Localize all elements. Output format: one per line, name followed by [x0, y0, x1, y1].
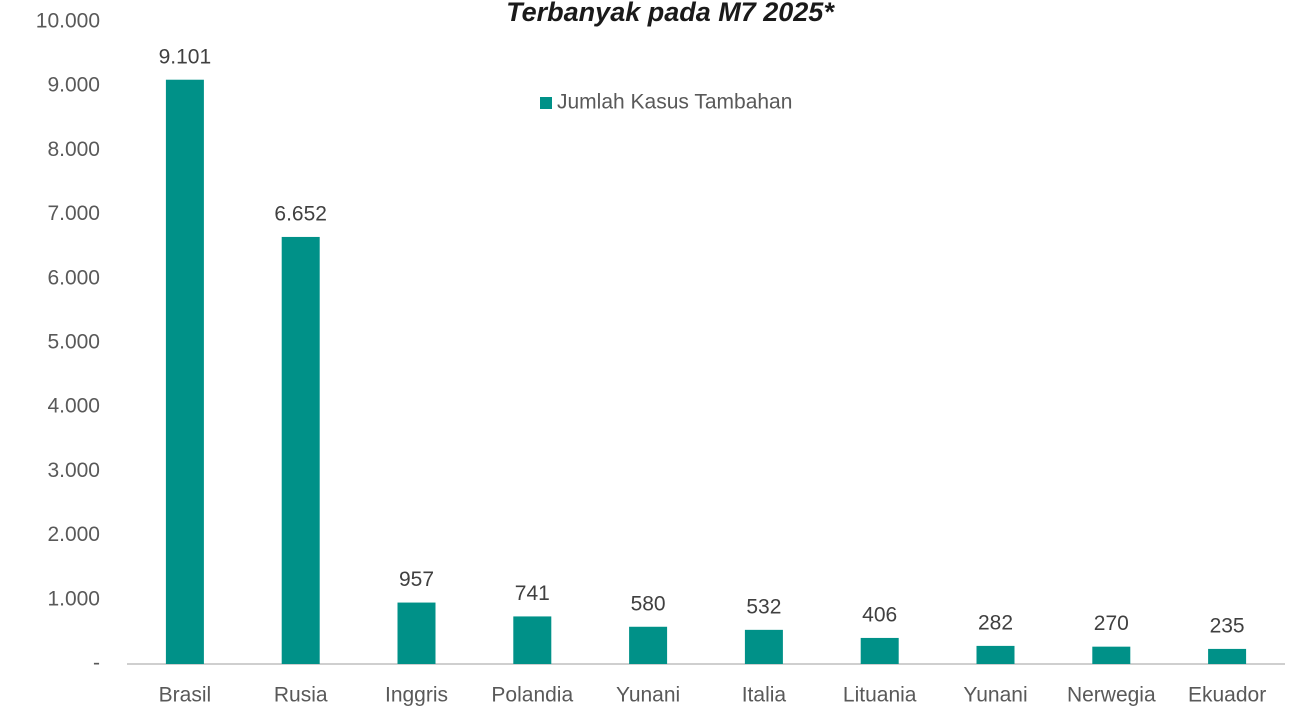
- bar: [281, 236, 320, 665]
- y-tick-label: 10.000: [36, 10, 100, 33]
- x-tick-label: Brasil: [159, 684, 212, 707]
- x-tick-label: Ekuador: [1188, 684, 1266, 707]
- bar: [860, 637, 899, 664]
- bar: [1208, 648, 1247, 664]
- y-tick-label: 1.000: [47, 587, 100, 610]
- data-label: 6.652: [274, 202, 327, 225]
- data-label: 580: [631, 592, 666, 615]
- x-tick-label: Nerwegia: [1067, 684, 1156, 707]
- y-tick-label: 3.000: [47, 459, 100, 482]
- legend-swatch: [540, 97, 552, 109]
- bar: [1092, 646, 1131, 664]
- x-tick-label: Yunani: [616, 684, 680, 707]
- bar: [397, 602, 436, 664]
- bar: [976, 645, 1015, 664]
- data-label: 270: [1094, 612, 1129, 635]
- x-tick-label: Italia: [742, 684, 787, 707]
- y-tick-label: 5.000: [47, 331, 100, 354]
- data-label: 406: [862, 603, 897, 626]
- bar: [744, 629, 783, 664]
- x-tick-label: Yunani: [963, 684, 1027, 707]
- y-tick-label: 6.000: [47, 266, 100, 289]
- legend-label: Jumlah Kasus Tambahan: [557, 91, 792, 114]
- data-label: 9.101: [159, 45, 212, 68]
- data-label: 282: [978, 611, 1013, 634]
- x-tick-label: Polandia: [491, 684, 573, 707]
- data-label: 532: [746, 595, 781, 618]
- y-tick-label: 2.000: [47, 523, 100, 546]
- y-tick-label: 7.000: [47, 202, 100, 225]
- y-tick-label: -: [93, 652, 100, 675]
- y-tick-label: 9.000: [47, 74, 100, 97]
- y-tick-label: 8.000: [47, 138, 100, 161]
- chart-title: Terbanyak pada M7 2025*: [506, 0, 835, 27]
- bar: [629, 626, 668, 664]
- x-tick-label: Rusia: [274, 684, 328, 707]
- x-tick-label: Lituania: [843, 684, 917, 707]
- x-tick-label: Inggris: [385, 684, 448, 707]
- data-label: 741: [515, 582, 550, 605]
- y-tick-label: 4.000: [47, 395, 100, 418]
- data-label: 235: [1210, 614, 1245, 637]
- data-label: 957: [399, 568, 434, 591]
- bar: [513, 616, 552, 664]
- bar: [165, 79, 204, 664]
